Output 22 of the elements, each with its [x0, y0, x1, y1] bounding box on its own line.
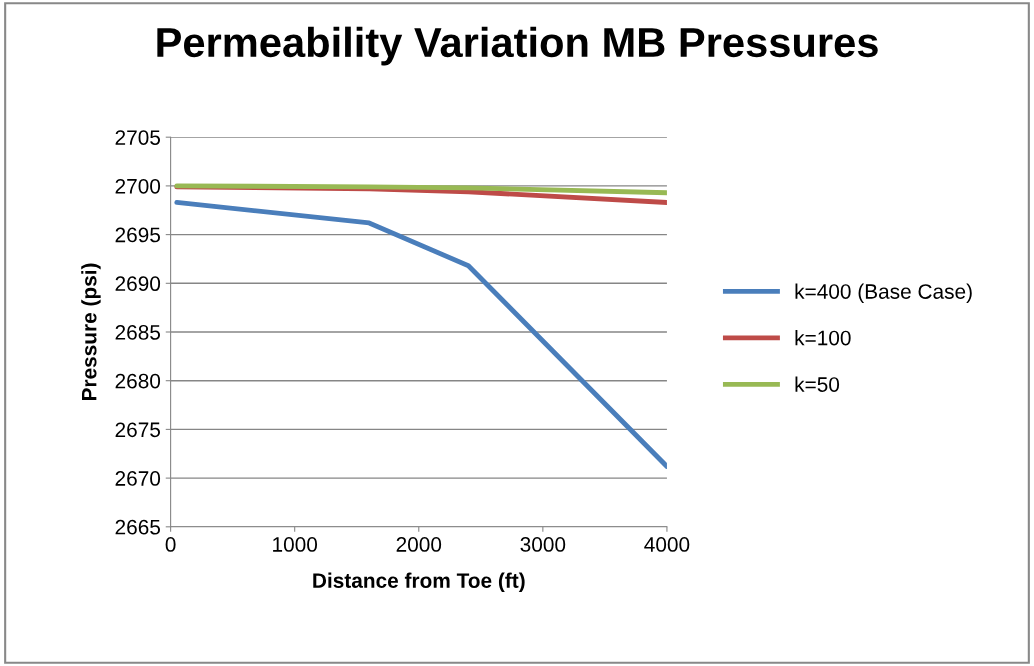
x-tick-label: 0: [165, 537, 176, 552]
legend-label: k=50: [795, 376, 840, 392]
line-series: [174, 183, 667, 196]
y-tick-label: 2665: [115, 519, 161, 535]
y-tick-label: 2670: [115, 471, 161, 486]
y-tick-label: 2685: [115, 325, 161, 340]
y-tick-label: 2705: [115, 130, 161, 145]
legend-label: k=100: [795, 330, 851, 346]
legend-label: k=400 (Base Case): [795, 283, 972, 303]
x-tick-label: 4000: [644, 537, 690, 552]
x-tick-label: 2000: [396, 537, 442, 552]
y-tick-label: 2680: [115, 373, 161, 389]
y-tick-label: 2695: [115, 227, 161, 243]
y-tick-label: 2700: [115, 178, 161, 194]
x-tick-label: 3000: [520, 537, 566, 552]
x-axis-title: Distance from Toe (ft): [313, 572, 525, 593]
line-series: [174, 200, 667, 469]
x-tick-label: 1000: [273, 537, 318, 552]
y-axis-title: Pressure (psi): [81, 263, 101, 401]
y-tick-label: 2675: [115, 422, 161, 438]
chart-title: Permeability Variation MB Pressures: [157, 26, 878, 66]
y-tick-label: 2690: [115, 276, 161, 292]
